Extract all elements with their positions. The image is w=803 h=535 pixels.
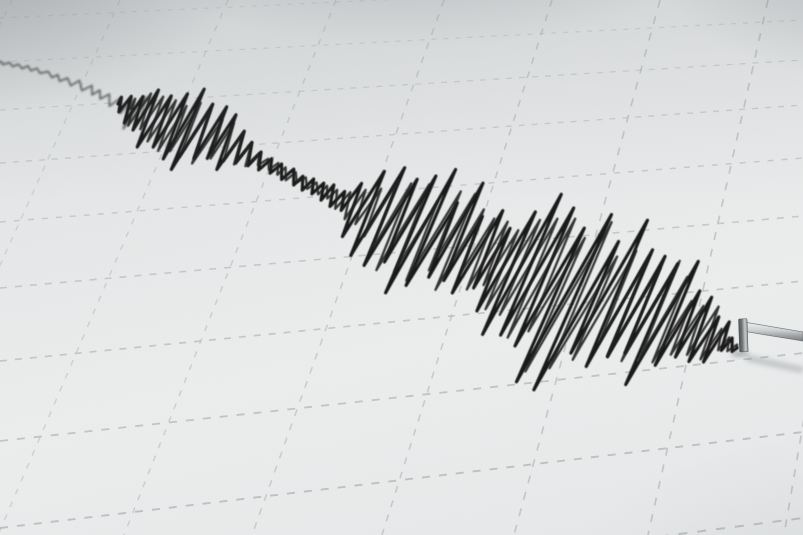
film-grain-texture bbox=[0, 0, 803, 535]
photo-canvas bbox=[0, 0, 803, 535]
seismograph-photo bbox=[0, 0, 803, 535]
